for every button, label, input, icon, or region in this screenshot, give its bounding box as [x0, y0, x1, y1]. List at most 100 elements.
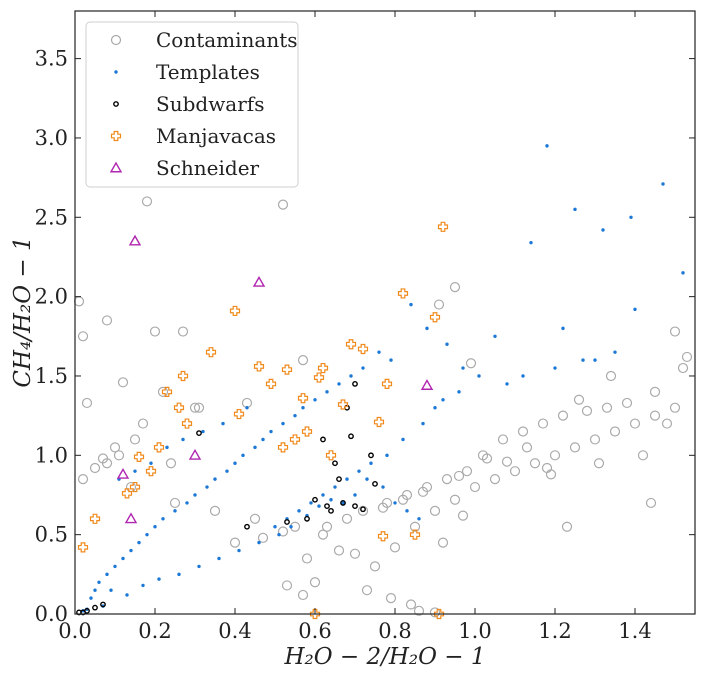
schneider-point — [420, 379, 434, 390]
templates-point — [381, 485, 385, 489]
contaminants-point — [637, 450, 649, 461]
subdwarfs-point — [244, 523, 250, 530]
contaminants-point — [77, 331, 89, 342]
templates-point — [261, 437, 265, 442]
manjavacas-point — [429, 312, 441, 323]
templates-point — [457, 390, 461, 394]
contaminants-point — [309, 577, 321, 588]
templates-point — [133, 469, 137, 473]
contaminants-point — [377, 502, 389, 513]
templates-point — [505, 382, 509, 386]
subdwarfs-point — [320, 436, 326, 443]
templates-point — [441, 398, 445, 402]
manjavacas-point — [437, 221, 449, 232]
templates-point — [257, 540, 261, 545]
manjavacas-point — [177, 370, 189, 382]
ticks-layer: 0.0 0.2 0.4 0.6 0.8 1.0 1.2 1.4 0.0 0.5 1.0 1.5 2.0 2… — [35, 11, 695, 643]
manjavacas-point — [77, 542, 89, 553]
manjavacas-point — [145, 466, 157, 477]
contaminants-point — [361, 585, 373, 596]
templates-point — [141, 583, 145, 588]
contaminants-point — [649, 386, 661, 397]
templates-point — [277, 532, 281, 537]
legend-marker-schneider — [109, 161, 123, 173]
templates-point — [241, 453, 245, 458]
contaminants-point — [581, 405, 593, 416]
contaminants-point — [593, 458, 605, 469]
templates-point — [601, 228, 605, 232]
contaminants-point — [117, 377, 129, 388]
contaminants-point — [409, 521, 421, 532]
templates-point — [281, 421, 285, 426]
templates-point — [493, 334, 497, 339]
templates-point — [97, 580, 101, 584]
subdwarfs-point — [348, 433, 354, 440]
contaminants-point — [605, 370, 617, 382]
templates-point — [325, 390, 329, 394]
series-contaminants — [73, 196, 693, 618]
templates-point — [337, 382, 341, 386]
subdwarfs-point — [332, 460, 338, 467]
manjavacas-point — [373, 416, 385, 428]
subdwarfs-point — [100, 601, 106, 608]
contaminants-point — [297, 355, 309, 366]
contaminants-point — [189, 402, 201, 413]
contaminants-point — [669, 402, 681, 413]
contaminants-point — [609, 426, 621, 437]
subdwarfs-point — [360, 506, 366, 513]
templates-point — [405, 509, 409, 513]
x-tick-label: 1.2 — [538, 619, 571, 643]
contaminants-point — [589, 434, 601, 445]
x-tick-label: 0.6 — [298, 619, 331, 643]
contaminants-point — [109, 442, 121, 453]
contaminants-point — [561, 521, 573, 532]
y-tick-label: 3.5 — [35, 47, 68, 71]
templates-point — [421, 421, 425, 426]
series-subdwarfs — [76, 381, 378, 616]
templates-point — [125, 593, 129, 597]
templates-point — [173, 509, 177, 513]
templates-point — [313, 398, 317, 402]
templates-point — [201, 429, 205, 434]
contaminants-point — [433, 299, 445, 310]
templates-point — [245, 406, 249, 410]
templates-point — [349, 374, 353, 378]
contaminants-point — [417, 486, 429, 497]
y-tick-label: 1.0 — [35, 443, 68, 467]
manjavacas-point — [317, 362, 329, 374]
manjavacas-point — [345, 339, 357, 350]
templates-point — [385, 453, 389, 458]
templates-point — [593, 358, 597, 362]
templates-point — [297, 509, 301, 513]
plot-frame — [74, 10, 696, 615]
subdwarfs-point — [352, 381, 358, 387]
manjavacas-point — [325, 450, 337, 461]
contaminants-point — [645, 497, 657, 509]
templates-point — [477, 374, 481, 378]
schneider-point — [252, 275, 266, 287]
manjavacas-point — [377, 531, 389, 542]
legend-box — [85, 21, 299, 188]
contaminants-point — [449, 494, 461, 505]
contaminants-point — [481, 453, 493, 464]
contaminants-point — [249, 513, 261, 524]
templates-point — [553, 366, 557, 370]
contaminants-point — [573, 394, 585, 405]
contaminants-point — [169, 497, 181, 509]
contaminants-point — [509, 466, 521, 477]
manjavacas-point — [381, 378, 393, 390]
contaminants-point — [357, 505, 369, 516]
contaminants-point — [413, 605, 425, 616]
templates-point — [89, 596, 93, 600]
y-tick-label: 1.5 — [35, 364, 68, 388]
templates-point — [193, 493, 197, 497]
contaminants-point — [149, 326, 161, 337]
contaminants-point — [129, 434, 141, 445]
contaminants-point — [349, 548, 361, 559]
legend-marker-subdwarfs — [113, 101, 119, 107]
contaminants-point — [661, 418, 673, 429]
templates-point — [113, 564, 117, 569]
contaminants-point — [277, 199, 289, 210]
templates-point — [425, 326, 429, 331]
